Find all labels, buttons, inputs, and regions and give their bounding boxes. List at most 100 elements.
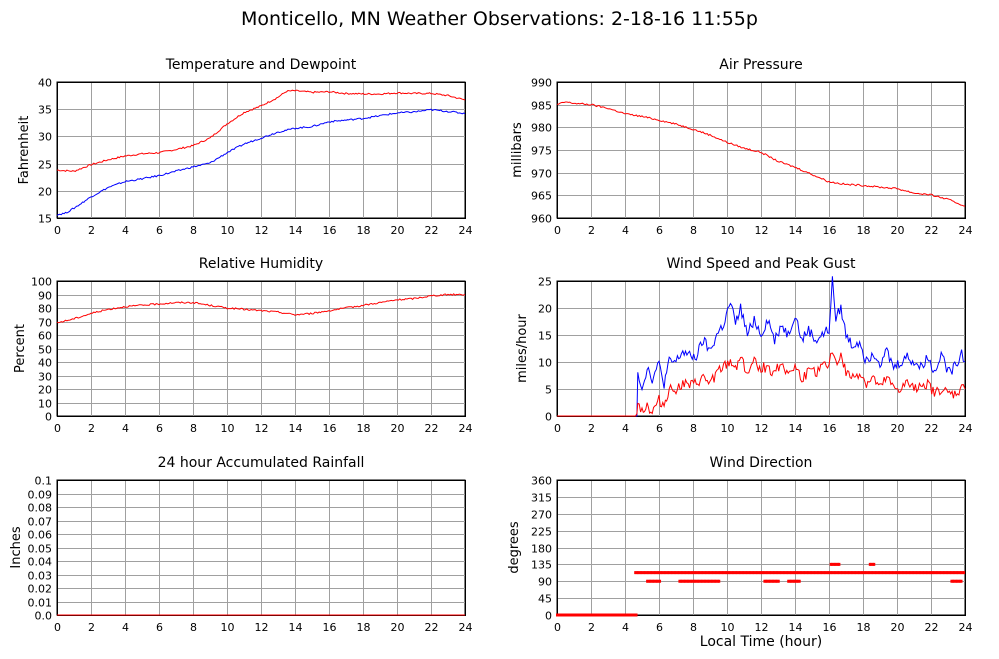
wind-direction-point [695, 571, 698, 575]
wind-direction-point [649, 571, 652, 575]
y-tick-label: 0 [545, 411, 552, 424]
x-tick-label: 18 [357, 422, 371, 435]
wind-direction-point [574, 613, 577, 617]
wind-direction-point [826, 571, 830, 575]
wind-direction-point [870, 562, 873, 566]
wind-direction-point [860, 571, 864, 575]
wind-direction-point [573, 613, 576, 617]
wind-direction-point [876, 571, 879, 575]
wind-direction-point [954, 571, 957, 575]
wind-direction-point [930, 571, 933, 575]
y-tick-label: 90 [38, 290, 52, 303]
wind-direction-point [926, 571, 929, 575]
wind-direction-point [563, 613, 566, 617]
x-tick-label: 0 [554, 224, 561, 237]
wind-direction-point [914, 571, 917, 575]
wind-direction-point [642, 571, 645, 575]
plot-border [57, 82, 466, 219]
wind-direction-point [764, 579, 768, 583]
wind-direction-point [933, 571, 936, 575]
wind-direction-point [633, 613, 637, 617]
x-tick-label: 14 [789, 621, 803, 634]
y-tick-label: 0.04 [28, 556, 53, 569]
wind-direction-point [924, 571, 927, 575]
wind-direction-point [615, 613, 618, 617]
wind-direction-point [855, 571, 858, 575]
wind-direction-point [790, 571, 793, 575]
wind-direction-point [883, 571, 886, 575]
wind-direction-point [960, 579, 963, 583]
wind-direction-point [767, 579, 770, 583]
y-tick-label: 0.05 [28, 543, 53, 556]
x-tick-label: 4 [122, 422, 129, 435]
y-tick-label: 40 [38, 77, 52, 90]
wind-direction-point [756, 571, 759, 575]
wind-direction-point [937, 571, 940, 575]
wind-direction-point [584, 613, 587, 617]
wind-direction-point [719, 571, 722, 575]
wind-direction-point [740, 571, 743, 575]
x-tick-label: 8 [690, 224, 697, 237]
y-tick-label: 10 [538, 357, 552, 370]
wind-direction-point [638, 571, 641, 575]
wind-direction-point [822, 571, 825, 575]
wind-direction-point [678, 571, 681, 575]
wind-direction-point [656, 571, 660, 575]
wind-direction-point [843, 571, 847, 575]
wind-direction-point [872, 571, 875, 575]
wind-direction-point [557, 613, 560, 617]
x-tick-label: 4 [622, 621, 629, 634]
chart-title: Wind Speed and Peak Gust [667, 256, 856, 272]
wind-direction-point [961, 571, 964, 575]
wind-direction-point [832, 562, 835, 566]
wind-direction-point [871, 562, 874, 566]
wind-direction-point [624, 613, 627, 617]
wind-direction-point [561, 613, 564, 617]
wind-direction-point [917, 571, 920, 575]
wind-direction-point [928, 571, 932, 575]
wind-direction-point [778, 571, 781, 575]
wind-direction-point [714, 571, 718, 575]
wind-direction-point [656, 579, 659, 583]
x-tick-label: 22 [425, 621, 439, 634]
x-tick-label: 2 [588, 422, 595, 435]
wind-direction-point [811, 571, 814, 575]
wind-direction-point [807, 571, 810, 575]
wind-direction-point [696, 579, 700, 583]
x-tick-label: 6 [656, 224, 663, 237]
wind-direction-point [599, 613, 603, 617]
x-tick-label: 2 [88, 224, 95, 237]
wind-direction-point [828, 571, 831, 575]
y-tick-label: 45 [538, 593, 552, 606]
wind-direction-point [892, 571, 895, 575]
wind-direction-point [658, 571, 661, 575]
x-tick-label: 12 [255, 621, 269, 634]
wind-direction-point [698, 579, 701, 583]
y-tick-label: 270 [531, 509, 552, 522]
wind-direction-point [799, 571, 803, 575]
wind-direction-point [628, 613, 631, 617]
wind-direction-point [831, 571, 834, 575]
y-tick-label: 180 [531, 543, 552, 556]
wind-direction-point [955, 571, 958, 575]
x-tick-label: 16 [823, 621, 837, 634]
x-tick-label: 18 [857, 224, 871, 237]
wind-direction-point [780, 571, 783, 575]
y-tick-label: 0.0 [35, 610, 53, 623]
wind-direction-point [739, 571, 742, 575]
wind-direction-point [558, 613, 562, 617]
y-tick-label: 80 [38, 303, 52, 316]
wind-direction-point [727, 571, 730, 575]
x-tick-label: 2 [88, 621, 95, 634]
wind-direction-point [900, 571, 903, 575]
wind-direction-point [556, 613, 559, 617]
wind-direction-point [805, 571, 808, 575]
wind-direction-point [597, 613, 600, 617]
x-tick-label: 14 [789, 224, 803, 237]
wind-direction-point [652, 571, 655, 575]
y-tick-label: 985 [531, 100, 552, 113]
wind-direction-point [621, 613, 624, 617]
wind-direction-point [773, 579, 776, 583]
